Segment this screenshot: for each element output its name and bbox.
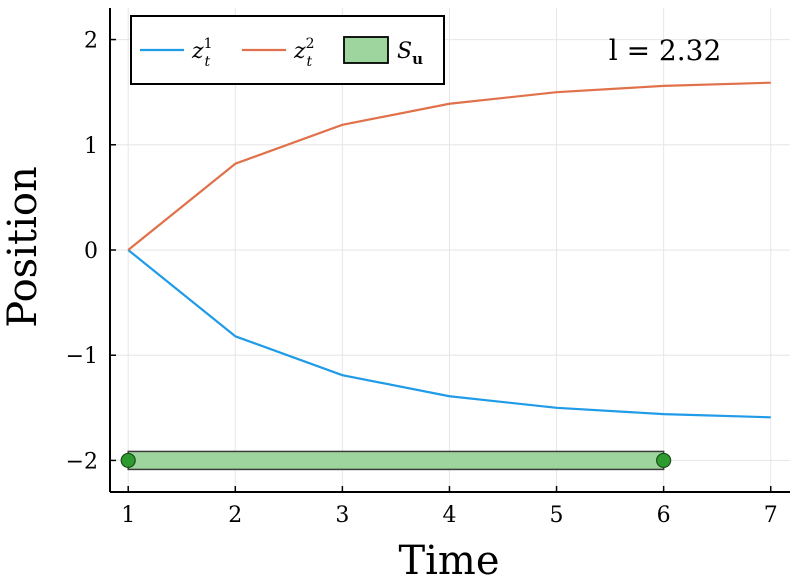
ticks: 1 2 3 4 5 6 7 2 1 0 −1 −2: [66, 29, 778, 528]
y-tick-label: −2: [66, 449, 98, 474]
legend-label: z2 t: [293, 36, 315, 70]
legend-label: z1 t: [191, 36, 213, 70]
x-tick-label: 3: [335, 503, 349, 528]
y-axis-title: Position: [0, 166, 46, 327]
y-tick-label: 0: [84, 239, 98, 264]
x-tick-label: 5: [550, 503, 564, 528]
y-tick-label: 1: [84, 134, 98, 159]
y-tick-label: 2: [84, 29, 98, 54]
x-tick-label: 4: [442, 503, 456, 528]
interval-band: [127, 450, 665, 471]
x-axis-title: Time: [398, 538, 499, 579]
legend: z1 t z2 t Su: [130, 15, 445, 85]
interval-start-point: [120, 452, 136, 469]
annotation-l: l = 2.32: [609, 34, 722, 67]
series-line-1: [127, 249, 771, 419]
legend-swatch-patch: [343, 36, 389, 64]
series-layer: [127, 81, 771, 419]
x-tick-label: 7: [764, 503, 778, 528]
series-line-2: [127, 81, 771, 251]
x-tick-label: 1: [121, 503, 135, 528]
interval-end-point: [656, 452, 672, 469]
x-tick-label: 6: [657, 503, 671, 528]
y-tick-label: −1: [66, 344, 98, 369]
interval-layer: [120, 450, 672, 471]
x-tick-label: 2: [228, 503, 242, 528]
